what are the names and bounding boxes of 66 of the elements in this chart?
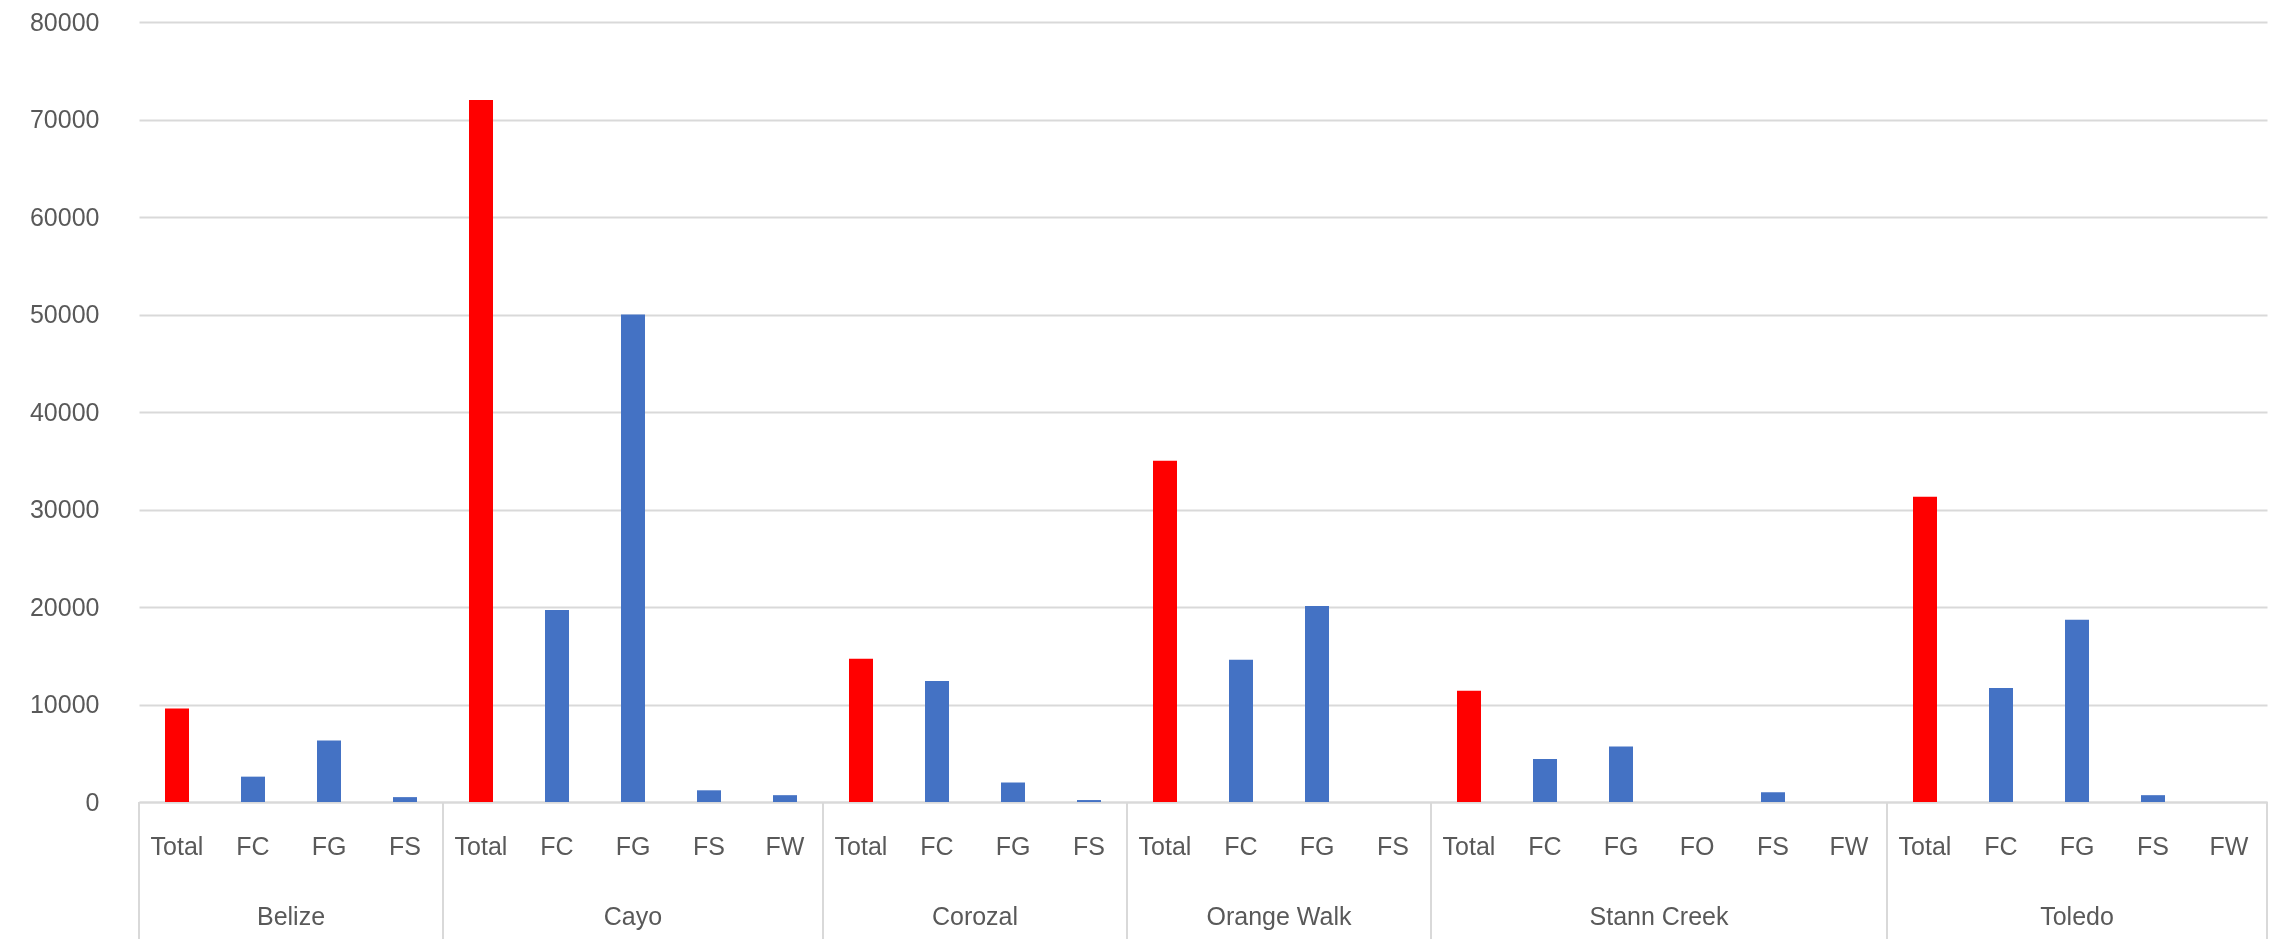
x-tick-label: Total: [1442, 831, 1496, 860]
text: Corozal: [931, 902, 1019, 930]
bar: [621, 314, 645, 802]
x-tick-label: FC: [1984, 831, 2018, 860]
bar: [1229, 659, 1253, 802]
bar: [1305, 606, 1329, 802]
bar: [1609, 746, 1633, 802]
x-tick-label: FO: [1679, 831, 1715, 860]
x-tick-label: FG: [1603, 831, 1639, 860]
x-tick-label: FS: [1073, 831, 1105, 860]
bar: [925, 681, 949, 802]
bar: [545, 609, 569, 802]
x-tick-label: FS: [2137, 831, 2169, 860]
x-tick-label: FG: [995, 831, 1031, 860]
bar: [1533, 759, 1557, 802]
text: Orange Walk: [1206, 902, 1352, 930]
bar: [2141, 795, 2165, 802]
y-tick-label: 20000: [29, 592, 100, 621]
bar: [1989, 687, 2013, 802]
bar: [849, 658, 873, 802]
x-tick-label: FS: [1377, 831, 1409, 860]
x-tick-label: FC: [236, 831, 270, 860]
text: Belize: [256, 902, 326, 930]
x-tick-label: FG: [2059, 831, 2095, 860]
y-tick-label: 50000: [29, 300, 100, 328]
bar: [241, 776, 265, 802]
bar: [1761, 792, 1785, 802]
x-tick-label: FW: [1829, 831, 1869, 860]
y-tick-label: 30000: [29, 495, 100, 523]
text: Toledo: [2040, 902, 2114, 930]
x-tick-label: FC: [540, 831, 574, 860]
bar: [1457, 690, 1481, 802]
x-tick-label: FS: [389, 831, 421, 860]
x-tick-label: FW: [765, 831, 805, 860]
x-tick-label: FC: [1224, 831, 1258, 860]
x-tick-label: FS: [1757, 831, 1789, 860]
x-tick-label: Total: [150, 831, 204, 860]
x-tick-label: Total: [1898, 831, 1952, 860]
x-tick-label: FS: [693, 831, 725, 860]
x-tick-label: Total: [1138, 831, 1192, 860]
x-tick-label: FW: [2209, 831, 2249, 860]
bar: [697, 790, 721, 802]
text: Cayo: [603, 902, 663, 930]
x-tick-label: Total: [834, 831, 888, 860]
x-tick-label: FG: [1299, 831, 1335, 860]
x-tick-label: FG: [615, 831, 651, 860]
bar: [773, 795, 797, 802]
x-tick-label: FG: [311, 831, 347, 860]
bar: [2065, 619, 2089, 802]
bar: [317, 740, 341, 802]
y-tick-label: 0: [85, 787, 100, 816]
y-tick-label: 40000: [29, 397, 100, 426]
bar: [1153, 460, 1177, 802]
text: Stann Creek: [1589, 902, 1729, 930]
bar: [393, 797, 417, 802]
y-tick-label: 10000: [29, 690, 100, 718]
y-tick-label: 60000: [29, 202, 100, 231]
bar: [469, 100, 493, 802]
bar: [1001, 782, 1025, 802]
bar: [165, 708, 189, 802]
x-tick-label: Total: [454, 831, 508, 860]
y-tick-label: 80000: [29, 7, 100, 36]
x-tick-label: FC: [1528, 831, 1562, 860]
y-tick-label: 70000: [29, 105, 100, 133]
x-tick-label: FC: [920, 831, 954, 860]
bar: [1913, 496, 1937, 802]
